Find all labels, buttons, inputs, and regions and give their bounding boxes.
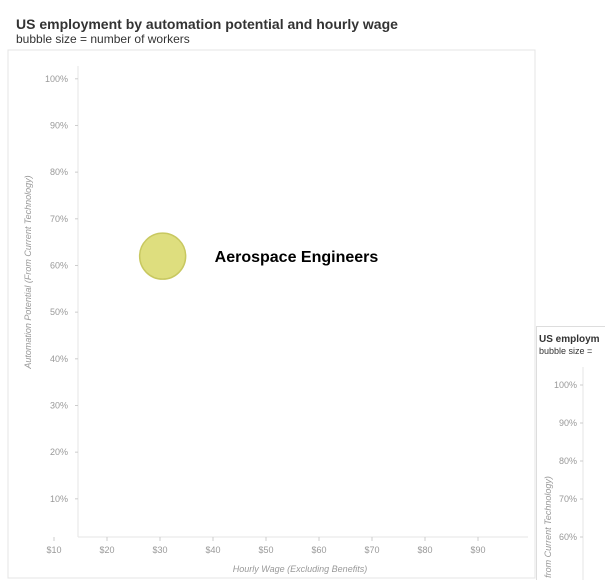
- inset-y-tick-label: 100%: [554, 380, 577, 390]
- bubble-annotation: Aerospace Engineers: [215, 249, 379, 266]
- x-tick-label: $90: [470, 545, 485, 555]
- x-tick-label: $80: [417, 545, 432, 555]
- y-tick-label: 30%: [50, 400, 68, 410]
- y-tick-label: 100%: [45, 74, 68, 84]
- x-tick-label: $20: [99, 545, 114, 555]
- y-tick-label: 90%: [50, 120, 68, 130]
- inset-subtitle: bubble size =: [539, 346, 593, 356]
- y-tick-label: 80%: [50, 167, 68, 177]
- x-tick-label: $60: [311, 545, 326, 555]
- y-tick-label: 10%: [50, 494, 68, 504]
- chart-title: US employment by automation potential an…: [16, 16, 398, 32]
- x-tick-label: $70: [364, 545, 379, 555]
- y-tick-label: 40%: [50, 354, 68, 364]
- x-axis-title: Hourly Wage (Excluding Benefits): [233, 564, 367, 574]
- y-tick-label: 50%: [50, 307, 68, 317]
- inset-y-tick-label: 70%: [559, 494, 577, 504]
- plot-frame: [7, 49, 536, 579]
- inset-title: US employm: [539, 334, 600, 345]
- x-tick-label: $40: [205, 545, 220, 555]
- y-axis-title: Automation Potential (From Current Techn…: [23, 175, 33, 369]
- x-tick-label: $30: [152, 545, 167, 555]
- inset-y-tick-label: 90%: [559, 418, 577, 428]
- inset-y-tick-label: 80%: [559, 456, 577, 466]
- x-tick-label: $10: [46, 545, 61, 555]
- inset-y-tick-label: 60%: [559, 532, 577, 542]
- inset-y-axis-title: from Current Technology): [543, 476, 553, 578]
- chart-subtitle: bubble size = number of workers: [16, 32, 190, 46]
- main-chart: 10% 20% 30% 40% 50% 60% 70% 80% 90% 100% $10 $20 $3…: [7, 49, 536, 579]
- bubble-point[interactable]: [138, 232, 187, 280]
- x-tick-label: $50: [258, 545, 273, 555]
- y-tick-label: 20%: [50, 447, 68, 457]
- y-tick-label: 70%: [50, 214, 68, 224]
- y-tick-label: 60%: [50, 260, 68, 270]
- inset-chart-partial: from Current Technology) 100% 90% 80% 70% 60…: [536, 326, 605, 580]
